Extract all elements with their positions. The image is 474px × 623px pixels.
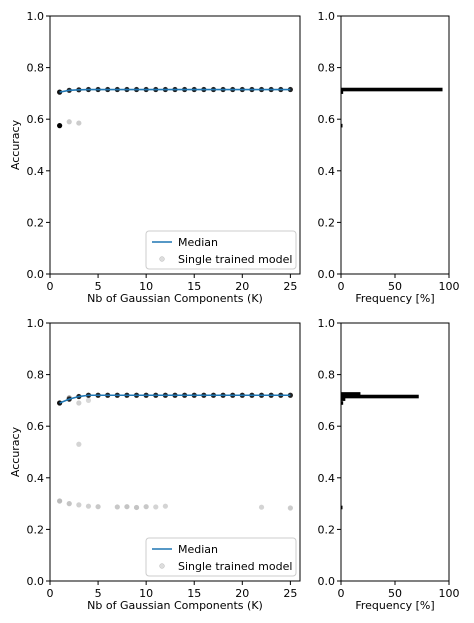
legend-box bbox=[145, 537, 297, 577]
x-tick-label: 100 bbox=[439, 280, 460, 293]
y-tick-label: 0.6 bbox=[318, 420, 336, 433]
y-tick-label: 0.4 bbox=[27, 472, 45, 485]
data-point bbox=[76, 441, 82, 447]
axes-frame bbox=[49, 322, 301, 582]
data-point bbox=[66, 501, 72, 507]
data-point bbox=[143, 504, 149, 510]
data-point bbox=[76, 400, 82, 406]
histogram-bar bbox=[341, 123, 343, 128]
data-point bbox=[57, 89, 63, 95]
histogram-bar bbox=[341, 394, 419, 399]
panel-bottom-right-histogram: 0.0 0.2 0.4 0.6 0.8 1.0 0 50 100 Frequency [%] bbox=[318, 317, 460, 612]
x-tick-label: 25 bbox=[283, 280, 297, 293]
y-tick-label: 0.2 bbox=[318, 216, 336, 229]
histogram-bar bbox=[341, 87, 443, 92]
y-tick-label: 0.2 bbox=[318, 523, 336, 536]
x-tick-label: 10 bbox=[139, 280, 153, 293]
legend: Median Single trained model bbox=[145, 230, 297, 270]
y-tick-label: 0.4 bbox=[318, 472, 336, 485]
data-point bbox=[114, 504, 120, 510]
legend-point-swatch bbox=[159, 563, 165, 569]
data-point bbox=[287, 86, 293, 93]
y-tick-label: 0.6 bbox=[27, 420, 45, 433]
x-tick-label: 15 bbox=[187, 280, 201, 293]
median-line bbox=[59, 394, 291, 404]
median-line bbox=[59, 88, 291, 93]
data-point bbox=[287, 392, 293, 398]
y-tick-label: 1.0 bbox=[27, 317, 45, 330]
axes-frame bbox=[49, 15, 301, 275]
x-tick-label: 0 bbox=[47, 280, 54, 293]
panel-top-left-scatter: 0.0 0.2 0.4 0.6 0.8 1.0 0 5 10 15 20 25 Nb of Gaussi… bbox=[9, 10, 301, 305]
legend-entry-single-model: Single trained model bbox=[178, 560, 292, 573]
x-tick-label: 20 bbox=[235, 280, 249, 293]
x-tick-label: 50 bbox=[388, 280, 402, 293]
x-tick-label: 5 bbox=[95, 587, 102, 600]
x-tick-label: 20 bbox=[235, 587, 249, 600]
y-tick-label: 0.6 bbox=[27, 113, 45, 126]
y-tick-label: 0.4 bbox=[27, 165, 45, 178]
x-tick-label: 0 bbox=[338, 280, 345, 293]
x-tick-label: 25 bbox=[283, 587, 297, 600]
x-tick-label: 50 bbox=[388, 587, 402, 600]
y-tick-label: 1.0 bbox=[318, 10, 336, 23]
panel-top-right-histogram: 0.0 0.2 0.4 0.6 0.8 1.0 0 50 100 Frequency [%] bbox=[318, 10, 460, 305]
y-tick-label: 0.8 bbox=[318, 62, 336, 75]
data-point bbox=[57, 123, 63, 129]
x-axis-label: Nb of Gaussian Components (K) bbox=[87, 292, 263, 305]
axes-frame bbox=[340, 15, 450, 275]
y-axis-label: Accuracy bbox=[9, 426, 22, 477]
axes-frame bbox=[340, 322, 450, 582]
legend-entry-single-model: Single trained model bbox=[178, 253, 292, 266]
y-tick-label: 0.6 bbox=[318, 113, 336, 126]
data-point bbox=[124, 504, 130, 510]
x-tick-label: 15 bbox=[187, 587, 201, 600]
legend-point-swatch bbox=[159, 256, 165, 262]
data-point bbox=[85, 397, 92, 403]
histogram-bar bbox=[341, 401, 344, 405]
data-point bbox=[95, 504, 101, 510]
legend: Median Single trained model bbox=[145, 537, 297, 577]
y-tick-label: 0.8 bbox=[318, 369, 336, 382]
x-axis-label: Nb of Gaussian Components (K) bbox=[87, 599, 263, 612]
x-axis-label: Frequency [%] bbox=[355, 599, 434, 612]
legend-box bbox=[145, 230, 297, 270]
histogram-bar bbox=[341, 392, 361, 396]
y-tick-label: 0.4 bbox=[318, 165, 336, 178]
panel-bottom-left-scatter: 0.0 0.2 0.4 0.6 0.8 1.0 0 5 10 15 20 25 Nb of Gaussi… bbox=[9, 317, 301, 612]
y-tick-label: 1.0 bbox=[27, 10, 45, 23]
data-point bbox=[258, 504, 265, 510]
data-point bbox=[85, 503, 92, 509]
x-tick-label: 10 bbox=[139, 587, 153, 600]
y-tick-label: 0.0 bbox=[318, 268, 336, 281]
x-tick-label: 0 bbox=[338, 587, 345, 600]
y-tick-label: 0.2 bbox=[27, 523, 45, 536]
data-point bbox=[76, 120, 82, 126]
y-tick-label: 0.0 bbox=[318, 575, 336, 588]
legend-entry-median: Median bbox=[178, 543, 218, 556]
data-point bbox=[162, 503, 168, 509]
y-tick-label: 0.0 bbox=[27, 575, 45, 588]
histogram-bar bbox=[341, 397, 346, 401]
x-tick-label: 100 bbox=[439, 587, 460, 600]
data-point bbox=[76, 502, 82, 508]
x-tick-label: 0 bbox=[47, 587, 54, 600]
x-tick-label: 5 bbox=[95, 280, 102, 293]
y-tick-label: 1.0 bbox=[318, 317, 336, 330]
legend-entry-median: Median bbox=[178, 236, 218, 249]
histogram-bar bbox=[341, 505, 343, 510]
y-tick-label: 0.8 bbox=[27, 369, 45, 382]
x-axis-label: Frequency [%] bbox=[355, 292, 434, 305]
y-tick-label: 0.8 bbox=[27, 62, 45, 75]
data-point bbox=[153, 504, 159, 510]
y-tick-label: 0.2 bbox=[27, 216, 45, 229]
data-point bbox=[66, 119, 72, 125]
y-tick-label: 0.0 bbox=[27, 268, 45, 281]
y-axis-label: Accuracy bbox=[9, 119, 22, 170]
data-point bbox=[287, 505, 293, 511]
histogram-bar bbox=[341, 90, 344, 94]
data-point bbox=[133, 504, 140, 511]
data-point bbox=[57, 498, 63, 504]
